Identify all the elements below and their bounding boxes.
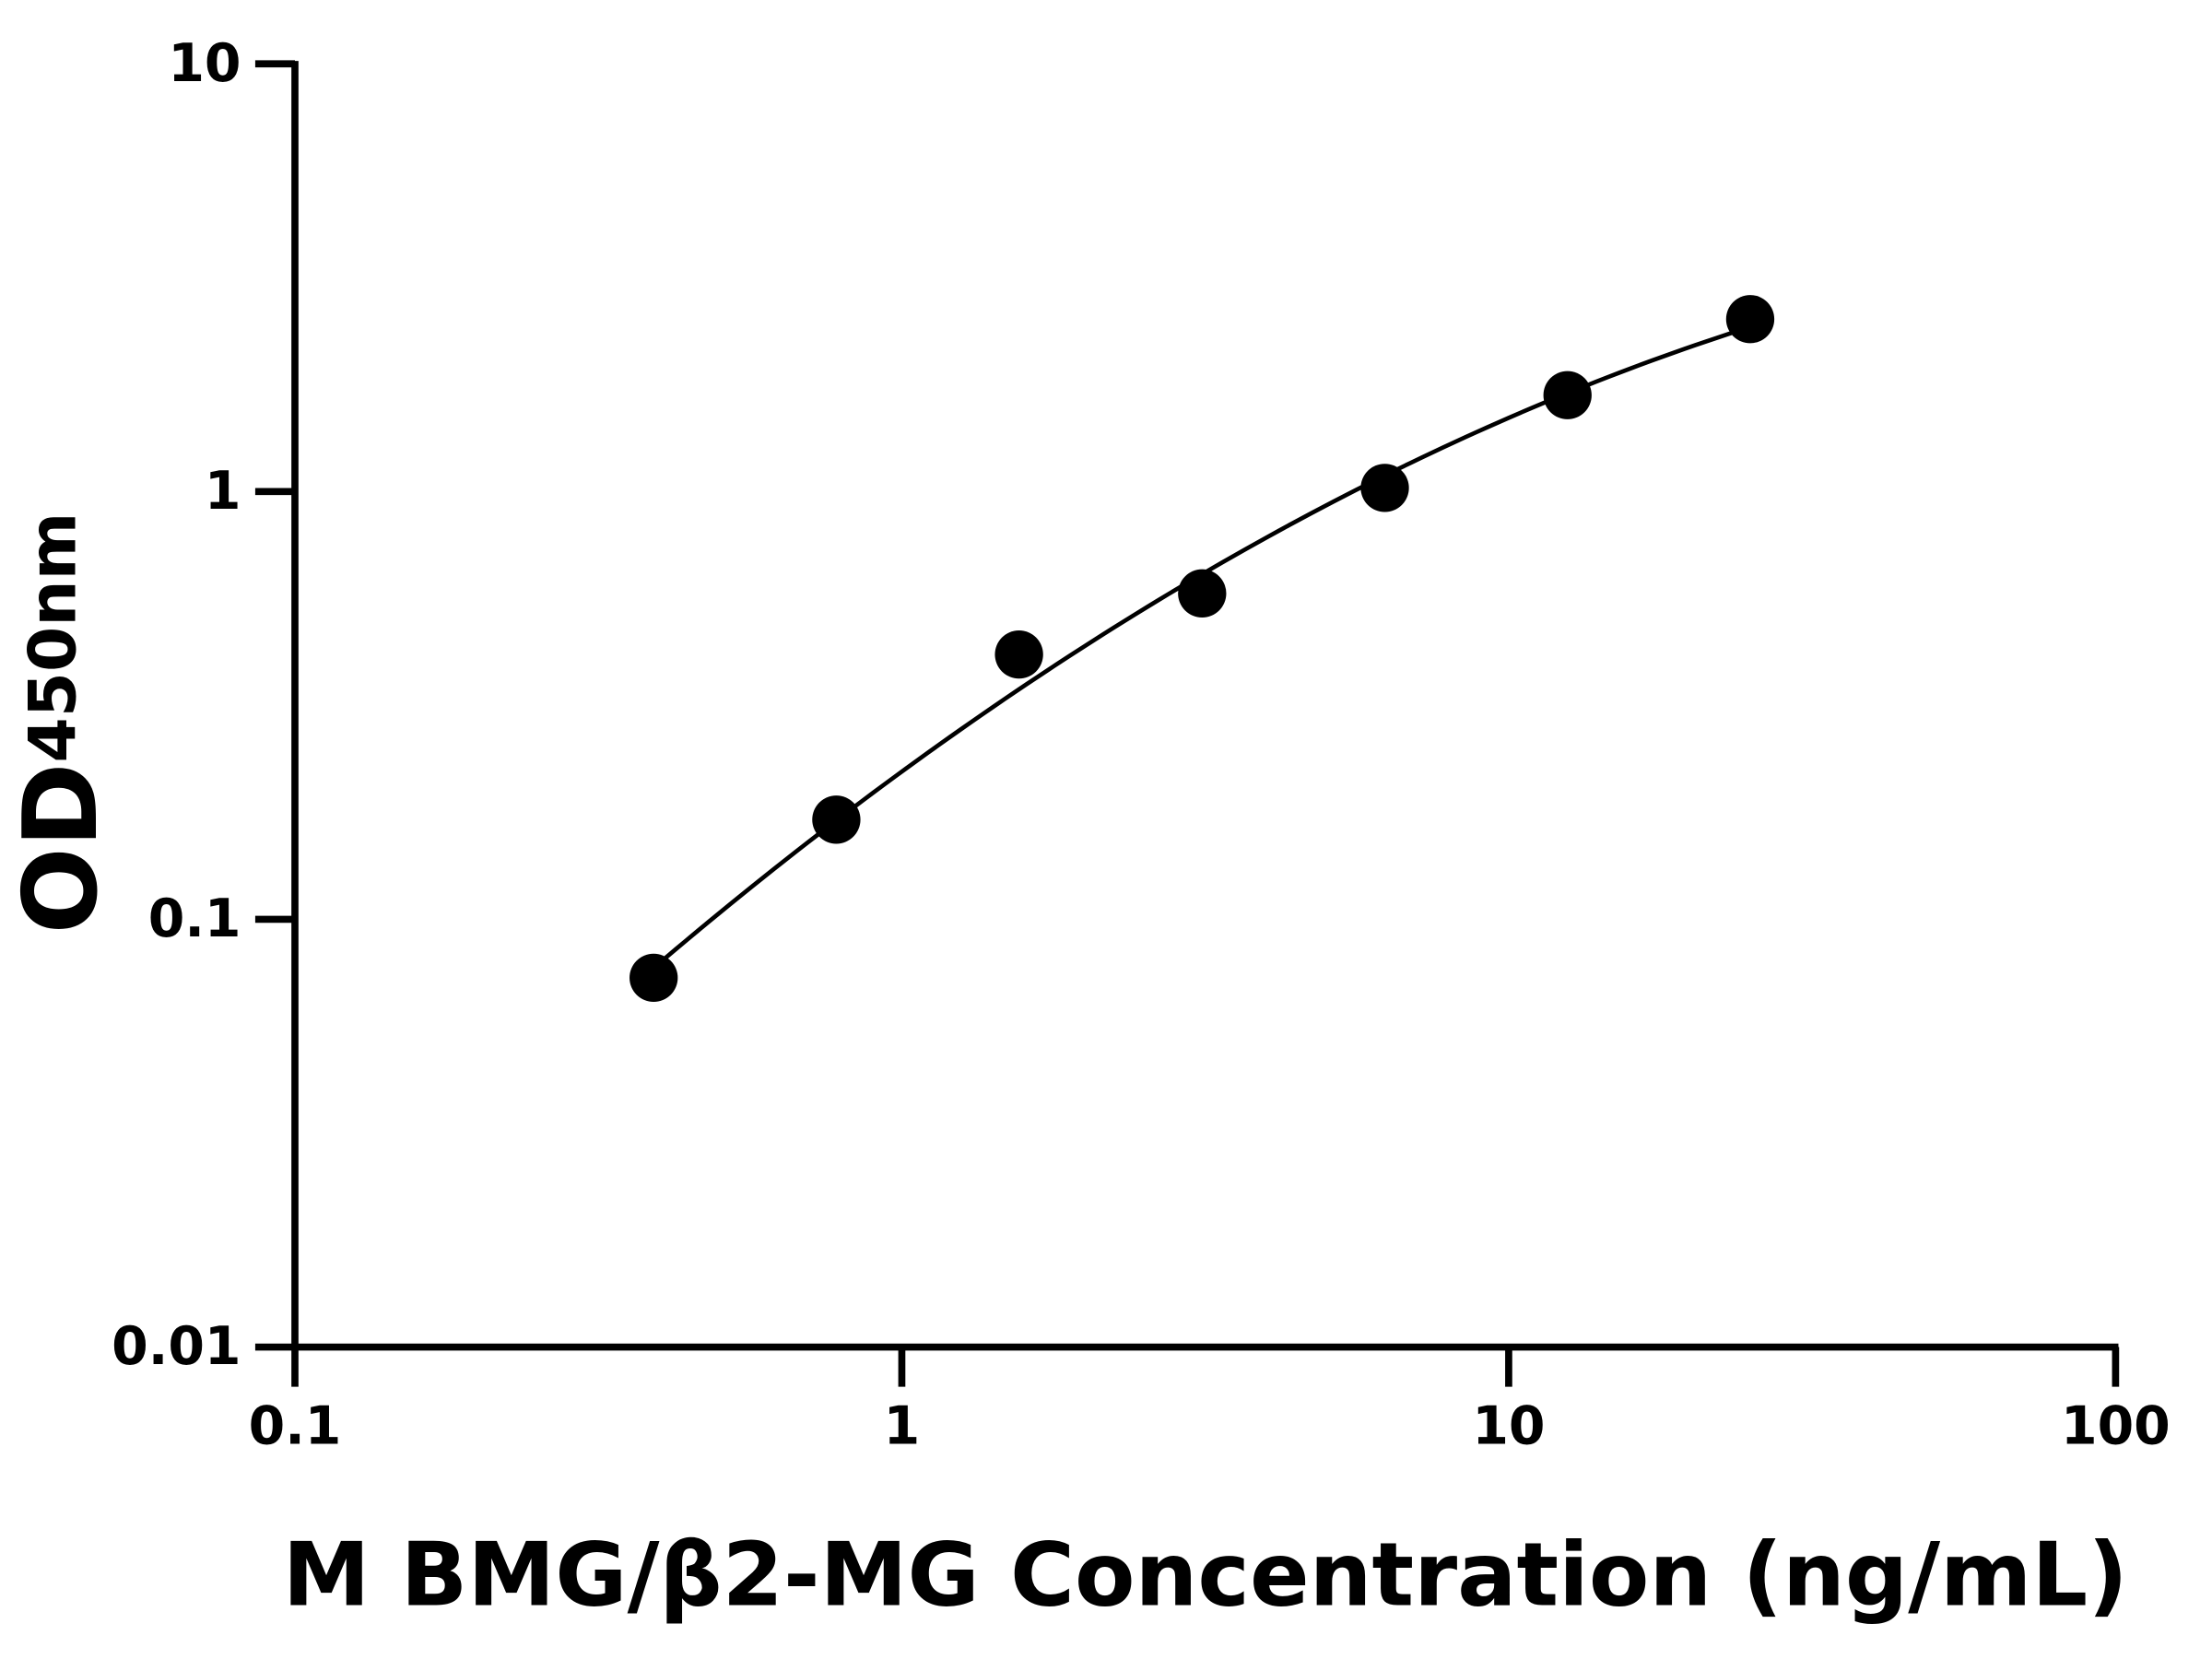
data-point xyxy=(1360,464,1409,512)
x-axis-label: M BMG/β2-MG Concentration (ng/mL) xyxy=(283,1524,2128,1627)
x-tick-label: 0.1 xyxy=(249,1395,342,1456)
data-point xyxy=(1725,295,1775,344)
data-point xyxy=(629,953,678,1003)
data-point xyxy=(1543,371,1592,419)
y-tick-label: 10 xyxy=(168,33,241,94)
y-tick-label: 1 xyxy=(205,461,241,522)
x-tick-label: 100 xyxy=(2061,1395,2171,1456)
data-point xyxy=(994,629,1043,679)
y-label-subscript: 450nm xyxy=(14,512,90,763)
data-point xyxy=(1178,569,1227,618)
y-label-main: OD xyxy=(2,762,121,934)
y-tick-label: 0.1 xyxy=(148,888,241,949)
fit-curve xyxy=(652,324,1751,970)
y-axis-label: OD450nm xyxy=(2,512,121,935)
x-tick-label: 10 xyxy=(1472,1395,1545,1456)
y-tick-label: 0.01 xyxy=(112,1316,241,1377)
x-tick-label: 1 xyxy=(884,1395,921,1456)
data-point xyxy=(812,795,861,844)
